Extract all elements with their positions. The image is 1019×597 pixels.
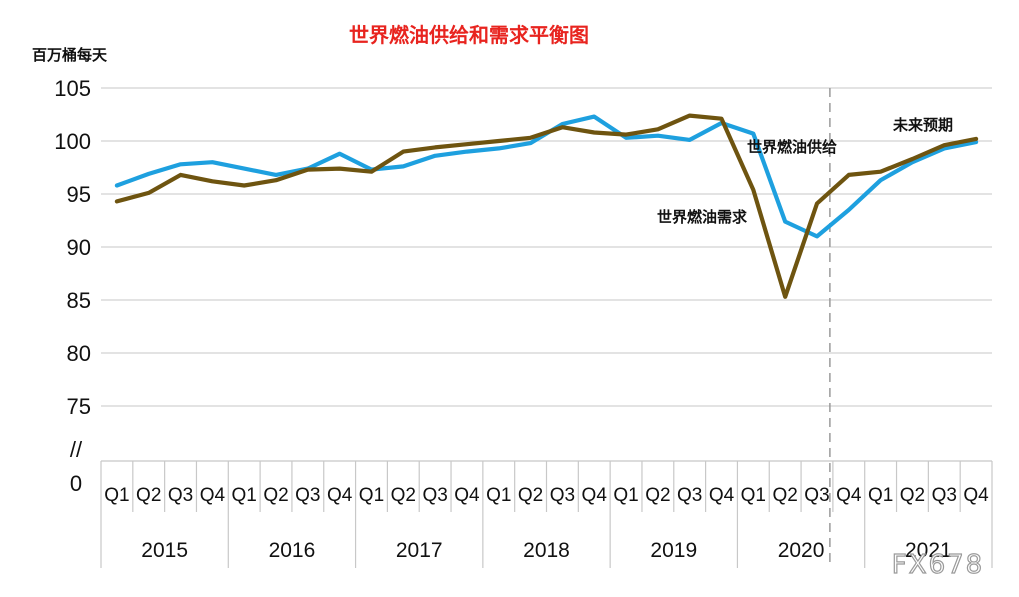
x-quarter-label: Q3: [295, 485, 320, 506]
x-quarter-label: Q2: [518, 485, 543, 506]
x-year-label: 2020: [778, 539, 825, 562]
y-axis-unit-label: 百万桶每天: [32, 46, 108, 64]
x-year-label: 2016: [269, 539, 316, 562]
forecast-label: 未来预期: [892, 116, 953, 134]
y-tick-label: 85: [67, 288, 91, 313]
x-quarter-label: Q3: [932, 485, 957, 506]
y-axis-break-mark: //: [70, 437, 83, 462]
x-quarter-label: Q4: [454, 485, 480, 506]
x-quarter-label: Q1: [486, 485, 511, 506]
x-quarter-label: Q1: [359, 485, 384, 506]
x-quarter-label: Q4: [836, 485, 862, 506]
x-quarter-label: Q1: [104, 485, 129, 506]
chart-title: 世界燃油供给和需求平衡图: [349, 23, 589, 47]
x-quarter-label: Q2: [136, 485, 161, 506]
x-quarter-label: Q3: [804, 485, 829, 506]
watermark: FX678: [892, 550, 984, 580]
x-year-label: 2021: [905, 539, 952, 562]
y-axis-ticks: 105 100 95 90 85 80 75: [54, 76, 91, 419]
x-quarter-label: Q3: [677, 485, 702, 506]
x-quarter-label: Q4: [200, 485, 226, 506]
x-quarter-label: Q1: [613, 485, 638, 506]
y-tick-label: 90: [67, 235, 91, 260]
x-axis: Q1 Q2 Q3 Q4 Q1 Q2 Q3 Q4 Q1 Q2 Q3 Q4 Q1 Q2 Q3 Q4 Q1 Q2 Q3 Q4…: [100, 460, 993, 568]
y-axis-zero-label: 0: [70, 471, 82, 496]
x-year-label: 2015: [141, 539, 188, 562]
x-quarter-label: Q3: [550, 485, 575, 506]
x-quarter-label: Q3: [422, 485, 447, 506]
x-quarter-label: Q2: [772, 485, 797, 506]
y-tick-label: 80: [67, 341, 91, 366]
y-tick-label: 105: [54, 76, 91, 101]
x-quarter-label: Q3: [168, 485, 193, 506]
x-quarter-label: Q4: [963, 485, 989, 506]
y-tick-label: 95: [67, 182, 91, 207]
grid-lines: [101, 87, 992, 407]
x-quarter-label: Q1: [868, 485, 893, 506]
x-year-label: 2019: [650, 539, 697, 562]
x-quarter-label: Q4: [327, 485, 353, 506]
y-tick-label: 75: [67, 394, 91, 419]
x-quarter-label: Q1: [741, 485, 766, 506]
x-quarter-label: Q4: [709, 485, 735, 506]
x-quarter-label: Q4: [582, 485, 608, 506]
x-quarter-label: Q1: [232, 485, 257, 506]
y-tick-label: 100: [54, 129, 91, 154]
x-quarter-label: Q2: [391, 485, 416, 506]
x-quarter-label: Q2: [263, 485, 288, 506]
demand-series-label: 世界燃油需求: [657, 208, 748, 226]
supply-series-label: 世界燃油供给: [747, 138, 837, 156]
x-year-label: 2018: [523, 539, 570, 562]
series-lines: [114, 113, 979, 299]
x-quarter-label: Q2: [645, 485, 670, 506]
demand-series-line: [114, 113, 979, 299]
x-year-label: 2017: [396, 539, 443, 562]
x-quarter-label: Q2: [900, 485, 925, 506]
